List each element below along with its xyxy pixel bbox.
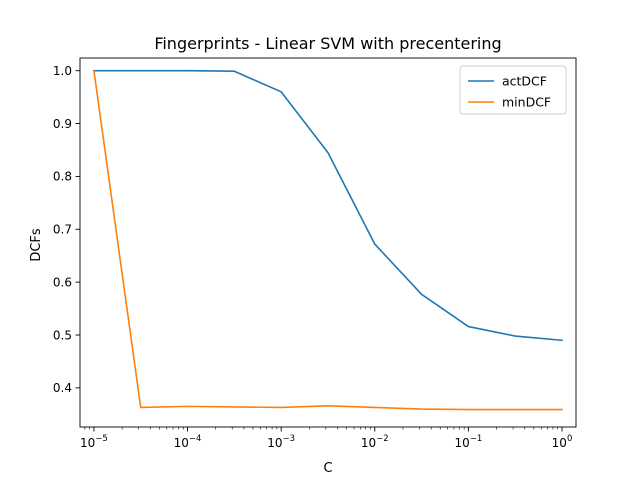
x-axis-label: C (323, 461, 332, 476)
y-tick-label: 0.5 (53, 328, 72, 342)
y-tick-label: 0.7 (53, 223, 72, 237)
y-tick-label: 0.6 (53, 275, 72, 289)
legend: actDCF minDCF (459, 65, 567, 115)
y-tick-label: 0.8 (53, 170, 72, 184)
x-tick-label: 10−4 (174, 434, 202, 450)
series-line-minDCF (93, 69, 563, 411)
y-tick-label: 0.9 (53, 117, 72, 131)
x-tick-label: 10−1 (455, 434, 483, 450)
chart-title: Fingerprints - Linear SVM with precenter… (154, 34, 501, 53)
y-tick-label: 1.0 (53, 64, 72, 78)
y-axis-label: DCFs (29, 228, 44, 262)
plot-frame (79, 57, 577, 428)
x-tick-label: 10−2 (361, 434, 389, 450)
legend-label-actDCF: actDCF (502, 74, 547, 89)
series-line-actDCF (93, 69, 563, 342)
y-tick-label: 0.4 (53, 381, 72, 395)
x-tick-label: 100 (552, 434, 573, 450)
legend-label-minDCF: minDCF (502, 95, 551, 110)
x-tick-label: 10−3 (267, 434, 295, 450)
x-tick-label: 10−5 (80, 434, 108, 450)
